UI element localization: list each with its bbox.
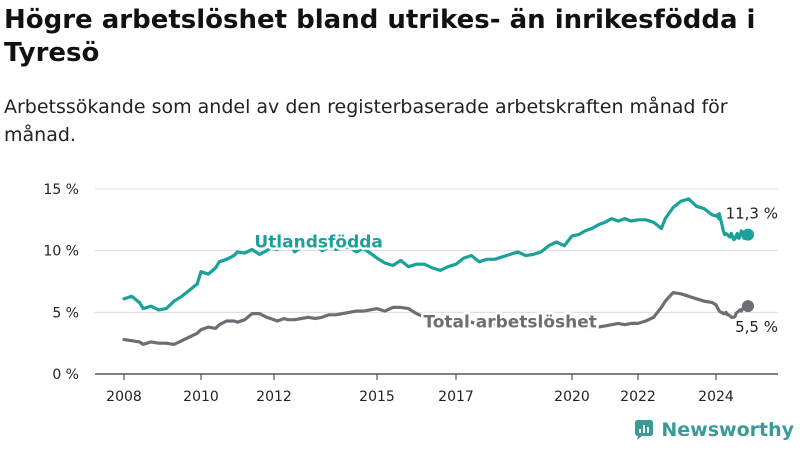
brand-name: Newsworthy (661, 419, 794, 441)
x-tick-label: 2024 (698, 389, 734, 405)
x-tick-label: 2010 (183, 389, 219, 405)
series-end-point (742, 300, 754, 313)
x-tick-label: 2015 (359, 389, 395, 405)
series-end-label: 11,3 % (726, 205, 778, 223)
series-lines (122, 197, 754, 346)
grid-lines (95, 188, 778, 375)
series-name-total: Total arbetslöshet (423, 313, 597, 333)
y-axis: 0 % 5 % 10 % 15 % (43, 182, 79, 383)
series-end-point (742, 228, 754, 241)
series-line-total (122, 291, 750, 346)
x-tick-label: 2020 (554, 389, 590, 405)
y-tick-label: 0 % (52, 367, 79, 383)
series-labels: 11,3 %5,5 %UtlandsföddaUtlandsföddaTotal… (252, 205, 778, 337)
y-tick-label: 5 % (52, 305, 79, 321)
chart-subtitle: Arbetssökande som andel av den registerb… (4, 96, 728, 146)
newsworthy-logo-icon (635, 420, 654, 440)
series-name-utlandsfodda: Utlandsfödda (254, 233, 383, 253)
x-tick-label: 2022 (620, 389, 656, 405)
series-end-label: 5,5 % (735, 318, 778, 336)
chart-title: Högre arbetslöshet bland utrikes- än inr… (4, 5, 756, 68)
y-tick-label: 10 % (43, 244, 79, 260)
brand-logo: Newsworthy (633, 415, 794, 445)
x-tick-label: 2012 (256, 389, 292, 405)
x-axis: 2008 2010 2012 2015 2017 2020 2022 2024 (106, 374, 734, 405)
x-tick-label: 2008 (106, 389, 142, 405)
series-line-utlandsfodda (122, 197, 750, 312)
x-tick-label: 2017 (438, 389, 474, 405)
y-tick-label: 15 % (43, 182, 79, 198)
series-name-halo: Total arbetslöshet (423, 313, 597, 333)
series-name-halo: Utlandsfödda (254, 233, 383, 253)
